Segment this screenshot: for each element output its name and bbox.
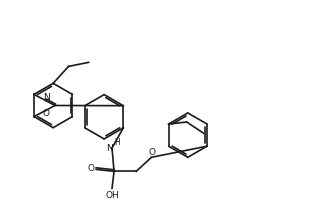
Text: O: O bbox=[87, 164, 95, 173]
Text: H: H bbox=[114, 138, 120, 147]
Text: N: N bbox=[106, 144, 113, 153]
Text: O: O bbox=[43, 109, 50, 118]
Text: OH: OH bbox=[105, 191, 119, 200]
Text: O: O bbox=[149, 148, 156, 157]
Text: N: N bbox=[43, 93, 50, 102]
